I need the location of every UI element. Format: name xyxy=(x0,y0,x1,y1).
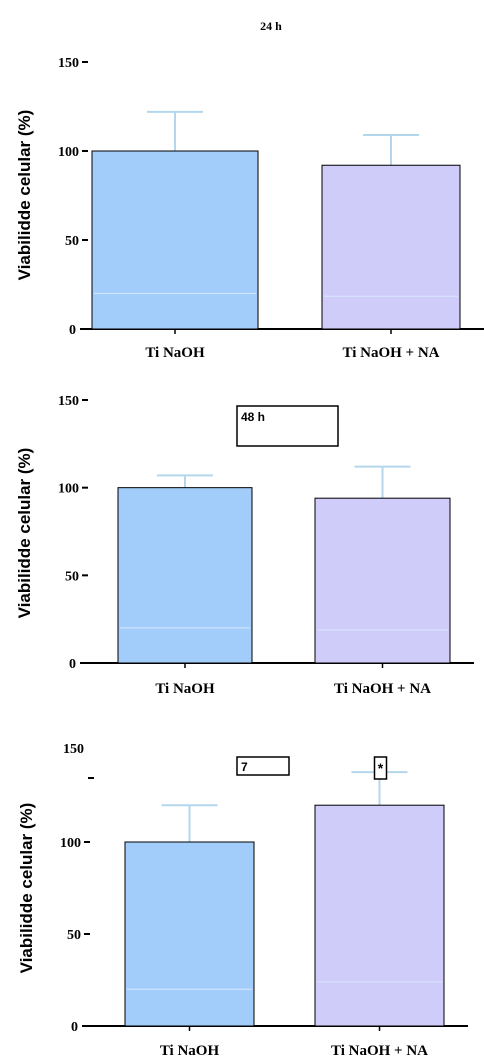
chart-title: 48 h xyxy=(241,410,265,424)
y-axis-label: Viabilidde celular (%) xyxy=(15,448,34,619)
chart-panel-2: 48 h Viabilidde celular (%) 0 50 100 150 Ti Na… xyxy=(15,394,474,697)
chart-title-box xyxy=(236,405,339,447)
y-tick-label-50: 50 xyxy=(65,569,79,584)
y-tick-label-100: 100 xyxy=(60,836,81,851)
significance-marker: * xyxy=(378,760,384,776)
bar-2 xyxy=(314,497,451,664)
significance-box xyxy=(373,756,388,780)
bar-2 xyxy=(314,804,445,1027)
bar-1 xyxy=(91,150,259,330)
y-axis-label: Viabilidde celular (%) xyxy=(15,110,34,281)
y-tick-label-50: 50 xyxy=(65,234,79,249)
y-axis-label: Viabilidde celular (%) xyxy=(17,803,36,974)
chart-title: 24 h xyxy=(260,19,282,33)
y-tick-label-50: 50 xyxy=(67,928,81,943)
y-tick-label-150: 150 xyxy=(58,56,79,71)
x-tick-label-2: Ti NaOH + NA xyxy=(334,681,431,697)
y-tick-label-150: 150 xyxy=(58,394,79,409)
chart-panel-1: 24 h Viabilidde celular (%) 0 50 100 150 Ti Na… xyxy=(15,19,484,361)
y-tick-label-100: 100 xyxy=(58,145,79,160)
x-tick-label-1: Ti NaOH xyxy=(145,345,205,361)
x-tick-label-1: Ti NaOH xyxy=(160,1043,220,1059)
y-tick-label-0: 0 xyxy=(69,323,76,338)
bar-1 xyxy=(124,841,255,1027)
y-tick-label-0: 0 xyxy=(71,1020,78,1035)
bar-1 xyxy=(117,487,253,664)
x-tick-label-1: Ti NaOH xyxy=(155,681,215,697)
x-tick-label-2: Ti NaOH + NA xyxy=(331,1043,428,1059)
chart-title-box xyxy=(236,756,290,776)
chart-panel-3: 7 Viabilidde celular (%) 0 50 100 150 Ti NaOH T… xyxy=(17,742,468,1059)
chart-title: 7 xyxy=(241,760,248,774)
y-tick-label-100: 100 xyxy=(58,482,79,497)
y-tick-label-150: 150 xyxy=(63,742,84,757)
bar-2 xyxy=(321,164,461,330)
x-tick-label-2: Ti NaOH + NA xyxy=(342,345,439,361)
y-tick-label-0: 0 xyxy=(69,657,76,672)
